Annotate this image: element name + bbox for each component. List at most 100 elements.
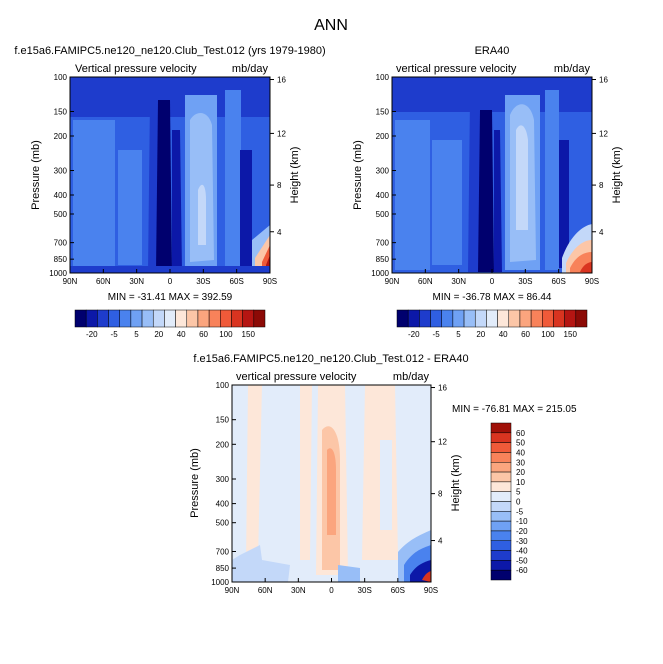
colorbar-swatch — [253, 309, 266, 328]
colorbar-swatch — [164, 309, 176, 328]
y2-ticks: 16 12 8 4 — [270, 76, 286, 237]
y2-tick-label: 8 — [277, 181, 282, 190]
y2-tick-label: 4 — [277, 228, 282, 237]
colorbar-label: 40 — [499, 330, 508, 339]
y-axis-label: Pressure (mb) — [189, 448, 201, 518]
x-ticks: 90N 60N 30N 0 30S 60S 90S — [63, 269, 277, 286]
y-axis-label: Pressure (mb) — [352, 140, 364, 210]
colorbar-label: 50 — [516, 439, 525, 448]
colorbar-swatch — [490, 481, 512, 492]
colorbar-swatch — [474, 309, 487, 328]
colorbar-swatch — [490, 569, 512, 581]
panel-right-label: mb/day — [393, 371, 430, 383]
colorbar-label: 100 — [541, 330, 555, 339]
panel-right-label: mb/day — [232, 63, 269, 75]
colorbar-label: 5 — [134, 330, 139, 339]
x-tick-label: 60S — [391, 586, 405, 595]
colorbar-label: 5 — [516, 488, 521, 497]
colorbar-swatch — [490, 422, 512, 434]
y-ticks: 100 150 200 300 400 500 700 850 1000 — [49, 73, 74, 278]
panel-model: f.e15a6.FAMIPC5.ne120_ne120.Club_Test.01… — [14, 45, 325, 339]
colorbar-swatch — [231, 309, 243, 328]
contour-field — [232, 385, 431, 582]
y2-axis-label: Height (km) — [289, 147, 301, 204]
x-tick-label: 30S — [196, 277, 210, 286]
y-tick-label: 400 — [376, 191, 390, 200]
colorbar-label: 5 — [456, 330, 461, 339]
y-tick-label: 100 — [376, 73, 390, 82]
x-tick-label: 90N — [385, 277, 400, 286]
x-tick-label: 60S — [552, 277, 566, 286]
y-tick-label: 400 — [216, 500, 230, 509]
colorbar-swatch — [490, 511, 512, 522]
y-tick-label: 500 — [376, 210, 390, 219]
colorbar-swatch — [490, 471, 512, 483]
colorbar-swatch — [490, 452, 512, 463]
x-tick-label: 90S — [263, 277, 277, 286]
colorbar-swatch — [430, 309, 442, 328]
colorbar-swatch — [575, 309, 588, 328]
stats-label: MIN = -36.78 MAX = 86.44 — [433, 292, 552, 303]
y-tick-label: 300 — [216, 475, 230, 484]
contour-field — [70, 77, 270, 273]
y-tick-label: 300 — [54, 167, 68, 176]
colorbar-label: 40 — [177, 330, 186, 339]
y-tick-label: 500 — [54, 210, 68, 219]
colorbar-swatch — [490, 462, 512, 473]
colorbar-label: -60 — [516, 566, 528, 575]
colorbar-label: 20 — [476, 330, 485, 339]
colorbar-swatch — [407, 309, 420, 328]
x-tick-label: 30N — [451, 277, 466, 286]
y-tick-label: 700 — [54, 239, 68, 248]
colorbar-label: 100 — [219, 330, 233, 339]
colorbar-swatch — [186, 309, 199, 328]
colorbar-label: 40 — [516, 448, 525, 457]
x-tick-label: 90N — [225, 586, 240, 595]
y-ticks: 100 150 200 300 400 500 700 850 1000 — [371, 73, 396, 278]
x-tick-label: 90S — [424, 586, 438, 595]
colorbar-swatch — [519, 309, 532, 328]
y2-tick-label: 4 — [599, 228, 604, 237]
y2-tick-label: 16 — [438, 384, 447, 393]
x-tick-label: 30S — [518, 277, 532, 286]
colorbar-swatch — [564, 309, 577, 328]
y-tick-label: 400 — [54, 191, 68, 200]
stats-label: MIN = -76.81 MAX = 215.05 — [452, 404, 577, 415]
panel-right-label: mb/day — [554, 63, 591, 75]
panel-left-label: vertical pressure velocity — [396, 63, 517, 75]
x-ticks: 90N 60N 30N 0 30S 60S 90S — [225, 578, 438, 595]
y-tick-label: 850 — [216, 564, 230, 573]
colorbar-swatch — [130, 309, 143, 328]
x-tick-label: 30S — [358, 586, 372, 595]
colorbar-label: 30 — [516, 458, 525, 467]
x-tick-label: 30N — [129, 277, 144, 286]
y-tick-label: 850 — [376, 255, 390, 264]
colorbar-swatch — [486, 309, 498, 328]
colorbar-swatch — [197, 309, 210, 328]
y-tick-label: 500 — [216, 519, 230, 528]
y-tick-label: 150 — [216, 416, 230, 425]
colorbar-label: -10 — [516, 517, 528, 526]
colorbar-label: -5 — [111, 330, 119, 339]
y-tick-label: 700 — [376, 239, 390, 248]
colorbar-swatch — [553, 309, 565, 328]
colorbar-swatch — [463, 309, 476, 328]
colorbar-swatch — [508, 309, 521, 328]
colorbar-swatch — [74, 309, 87, 328]
x-ticks: 90N 60N 30N 0 30S 60S 90S — [385, 269, 599, 286]
y2-tick-label: 4 — [438, 537, 443, 546]
y-tick-label: 100 — [54, 73, 68, 82]
y2-axis-label: Height (km) — [611, 147, 623, 204]
y2-tick-label: 12 — [438, 438, 447, 447]
panel-era40: ERA40 vertical pressure velocity mb/day … — [352, 45, 623, 339]
colorbar-swatch — [97, 309, 109, 328]
x-tick-label: 0 — [490, 277, 495, 286]
y2-ticks: 16 12 8 4 — [592, 76, 608, 237]
colorbar-swatch — [220, 309, 232, 328]
y-tick-label: 150 — [54, 108, 68, 117]
colorbar-label: -5 — [516, 507, 524, 516]
colorbar-swatch — [490, 540, 512, 551]
colorbar-label: 20 — [516, 468, 525, 477]
